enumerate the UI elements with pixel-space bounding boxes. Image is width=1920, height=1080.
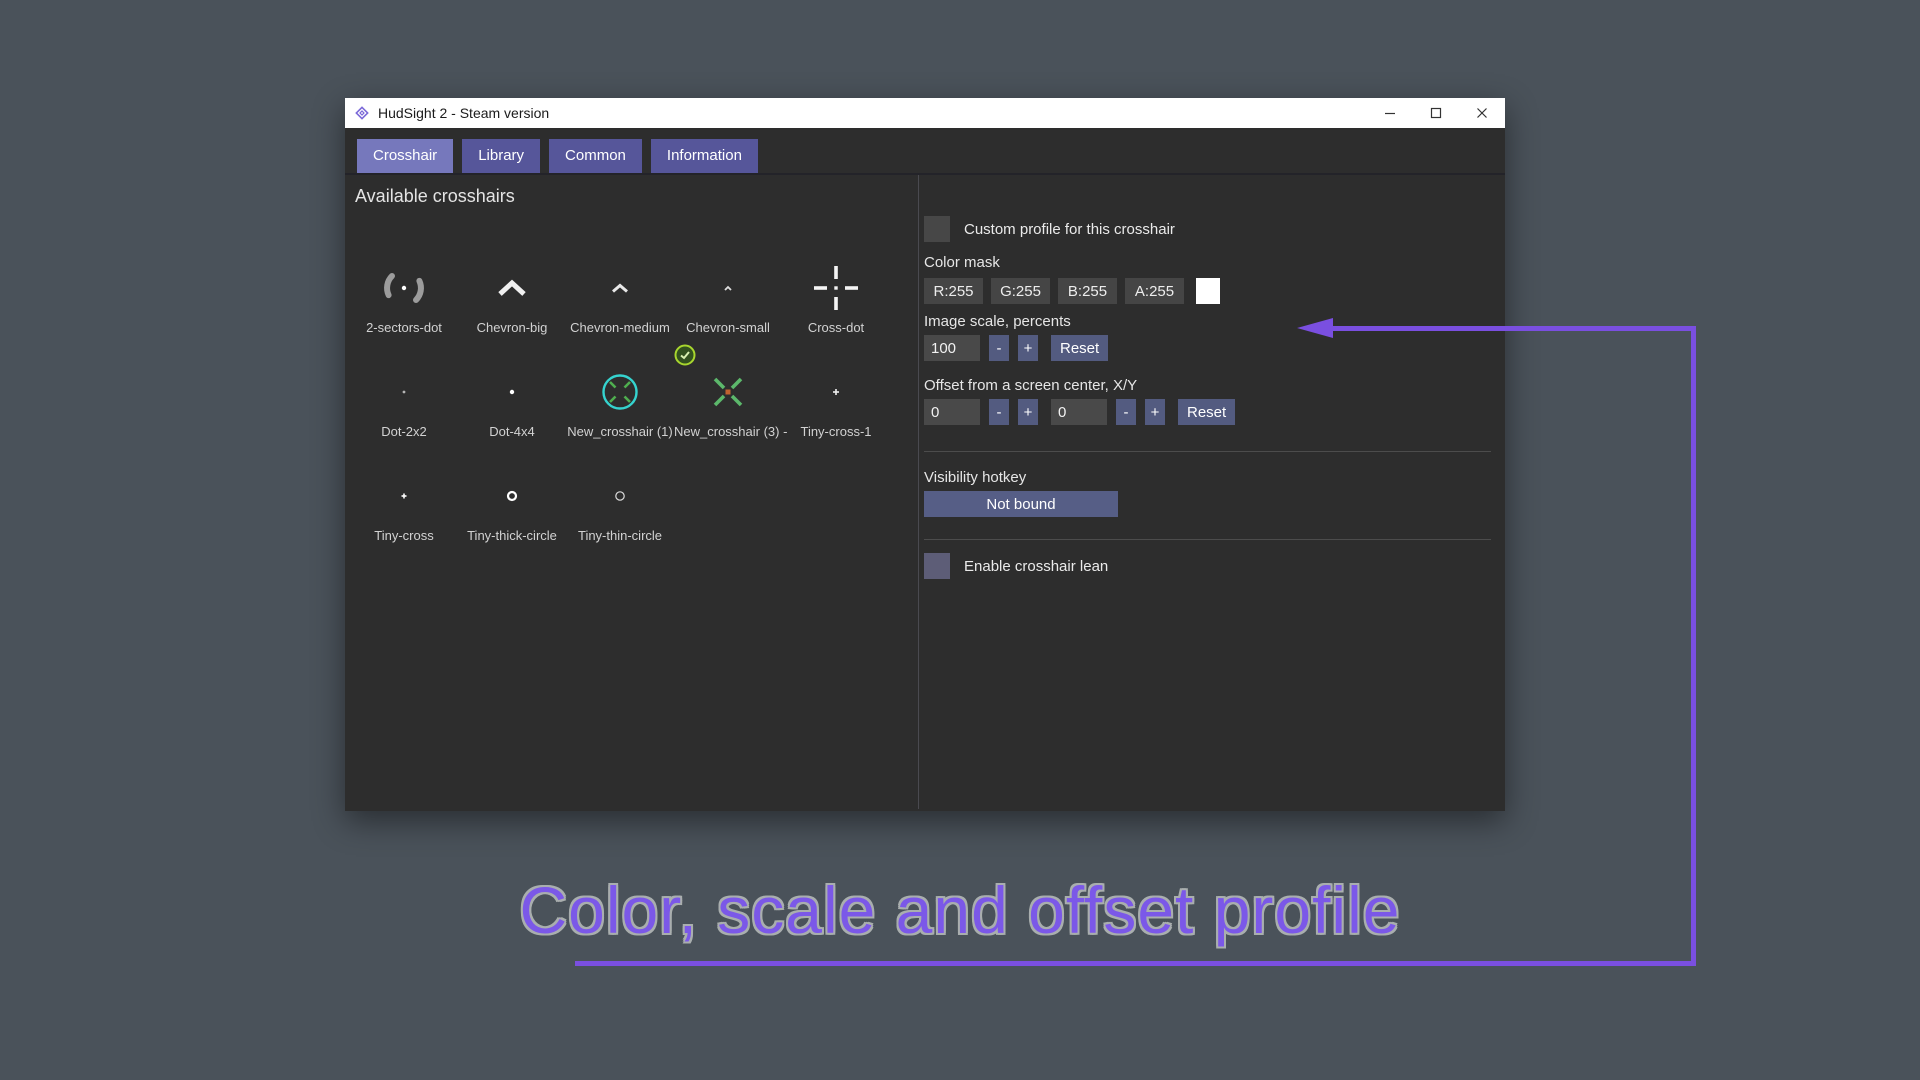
crosshair-label: Chevron-small xyxy=(686,320,770,335)
custom-profile-row: Custom profile for this crosshair xyxy=(924,216,1491,242)
window-controls xyxy=(1367,98,1505,128)
annotation-caption: Color, scale and offset profile xyxy=(519,873,1401,947)
chevron-medium-icon xyxy=(612,283,628,293)
offset-row: - + - + Reset xyxy=(924,399,1491,425)
image-scale-label: Image scale, percents xyxy=(924,313,1071,330)
crosshair-lean-row: Enable crosshair lean xyxy=(924,553,1491,579)
left-panel-heading: Available crosshairs xyxy=(355,186,515,206)
tab-crosshair[interactable]: Crosshair xyxy=(357,139,454,173)
crosshair-item-tiny-thick-circle[interactable]: Tiny-thick-circle xyxy=(458,464,566,568)
annotation-arrowhead-icon xyxy=(1297,318,1333,338)
offset-x-input[interactable] xyxy=(924,399,980,425)
blue-channel-button[interactable]: B:255 xyxy=(1058,278,1117,304)
app-logo-icon xyxy=(355,106,369,120)
maximize-icon xyxy=(1430,107,1442,119)
cross-dot-icon xyxy=(814,266,858,310)
crosshair-item-tiny-cross[interactable]: Tiny-cross xyxy=(350,464,458,568)
hotkey-bind-button[interactable]: Not bound xyxy=(924,491,1118,517)
close-button[interactable] xyxy=(1459,98,1505,128)
color-mask-row: R:255 G:255 B:255 A:255 xyxy=(924,278,1491,304)
selected-check-icon xyxy=(674,344,696,366)
maximize-button[interactable] xyxy=(1413,98,1459,128)
crosshair-item-dot-2x2[interactable]: Dot-2x2 xyxy=(350,360,458,464)
window-title: HudSight 2 - Steam version xyxy=(378,105,550,121)
crosshair-grid: 2-sectors-dot Chevron-big Chevron-medium xyxy=(350,256,890,568)
crosshair-label: Chevron-medium xyxy=(570,320,670,335)
tiny-cross-icon xyxy=(401,493,407,499)
annotation-line-right xyxy=(1691,326,1696,966)
offset-y-minus-button[interactable]: - xyxy=(1116,399,1136,425)
offset-y-plus-button[interactable]: + xyxy=(1145,399,1165,425)
offset-y-input[interactable] xyxy=(1051,399,1107,425)
titlebar: HudSight 2 - Steam version xyxy=(345,98,1505,128)
tiny-cross-1-icon xyxy=(833,389,839,395)
dot-2x2-icon xyxy=(402,390,406,394)
minimize-button[interactable] xyxy=(1367,98,1413,128)
crosshair-label: Tiny-cross-1 xyxy=(800,424,872,439)
tab-information[interactable]: Information xyxy=(650,139,758,173)
annotation-line-bottom xyxy=(575,961,1696,966)
crosshair-item-chevron-big[interactable]: Chevron-big xyxy=(458,256,566,360)
crosshair-lean-checkbox[interactable] xyxy=(924,553,950,579)
profile-panel: Custom profile for this crosshair Color … xyxy=(919,175,1505,809)
new-crosshair-1-icon xyxy=(602,374,638,410)
crosshair-label: Dot-4x4 xyxy=(489,424,535,439)
crosshair-item-dot-4x4[interactable]: Dot-4x4 xyxy=(458,360,566,464)
crosshair-label: New_crosshair (1) xyxy=(567,424,673,439)
crosshair-list-panel: Available crosshairs 2-sectors-dot xyxy=(345,175,918,809)
dot-4x4-icon xyxy=(509,389,515,395)
crosshair-label: 2-sectors-dot xyxy=(366,320,442,335)
app-window: HudSight 2 - Steam version Crosshair Lib… xyxy=(345,98,1505,811)
tab-library[interactable]: Library xyxy=(462,139,541,173)
minimize-icon xyxy=(1385,112,1395,115)
crosshair-item-cross-dot[interactable]: Cross-dot xyxy=(782,256,890,360)
green-channel-button[interactable]: G:255 xyxy=(991,278,1050,304)
tiny-thin-circle-icon xyxy=(615,491,625,501)
crosshair-item-2-sectors-dot[interactable]: 2-sectors-dot xyxy=(350,256,458,360)
offset-x-plus-button[interactable]: + xyxy=(1018,399,1038,425)
crosshair-item-new-crosshair-3[interactable]: New_crosshair (3) - xyxy=(674,360,788,464)
tab-common[interactable]: Common xyxy=(549,139,642,173)
scale-plus-button[interactable]: + xyxy=(1018,335,1038,361)
crosshair-item-chevron-medium[interactable]: Chevron-medium xyxy=(566,256,674,360)
alpha-channel-button[interactable]: A:255 xyxy=(1125,278,1184,304)
chevron-big-icon xyxy=(498,279,526,296)
crosshair-label: Tiny-thick-circle xyxy=(467,528,557,543)
annotation-line-top xyxy=(1330,326,1696,331)
visibility-hotkey-label: Visibility hotkey xyxy=(924,469,1027,486)
custom-profile-label: Custom profile for this crosshair xyxy=(964,220,1175,238)
color-mask-label: Color mask xyxy=(924,254,1000,271)
image-scale-input[interactable] xyxy=(924,335,980,361)
crosshair-lean-label: Enable crosshair lean xyxy=(964,557,1109,575)
crosshair-label: Dot-2x2 xyxy=(381,424,427,439)
content-area: Available crosshairs 2-sectors-dot xyxy=(345,175,1505,809)
section-divider xyxy=(924,451,1491,452)
scale-reset-button[interactable]: Reset xyxy=(1051,335,1109,361)
new-crosshair-3-icon xyxy=(713,377,743,407)
2-sectors-dot-icon xyxy=(384,273,424,303)
chevron-small-icon xyxy=(724,285,732,291)
crosshair-item-new-crosshair-1[interactable]: New_crosshair (1) xyxy=(566,360,674,464)
crosshair-label: Cross-dot xyxy=(807,320,865,335)
crosshair-item-tiny-thin-circle[interactable]: Tiny-thin-circle xyxy=(566,464,674,568)
section-divider xyxy=(924,539,1491,540)
close-icon xyxy=(1477,108,1487,118)
tiny-thick-circle-icon xyxy=(506,490,518,502)
crosshair-label: Tiny-thin-circle xyxy=(577,528,663,543)
crosshair-label: Tiny-cross xyxy=(374,528,434,543)
custom-profile-checkbox[interactable] xyxy=(924,216,950,242)
panel-divider xyxy=(918,175,919,809)
image-scale-row: - + Reset xyxy=(924,335,1491,361)
offset-label: Offset from a screen center, X/Y xyxy=(924,377,1138,394)
red-channel-button[interactable]: R:255 xyxy=(924,278,983,304)
scale-minus-button[interactable]: - xyxy=(989,335,1009,361)
offset-x-minus-button[interactable]: - xyxy=(989,399,1009,425)
crosshair-label: New_crosshair (3) - xyxy=(674,424,788,439)
crosshair-item-tiny-cross-1[interactable]: Tiny-cross-1 xyxy=(782,360,890,464)
tab-bar: Crosshair Library Common Information xyxy=(345,128,1505,175)
crosshair-label: Chevron-big xyxy=(476,320,548,335)
color-swatch[interactable] xyxy=(1196,278,1220,304)
offset-reset-button[interactable]: Reset xyxy=(1178,399,1236,425)
crosshair-item-chevron-small[interactable]: Chevron-small xyxy=(674,256,782,360)
